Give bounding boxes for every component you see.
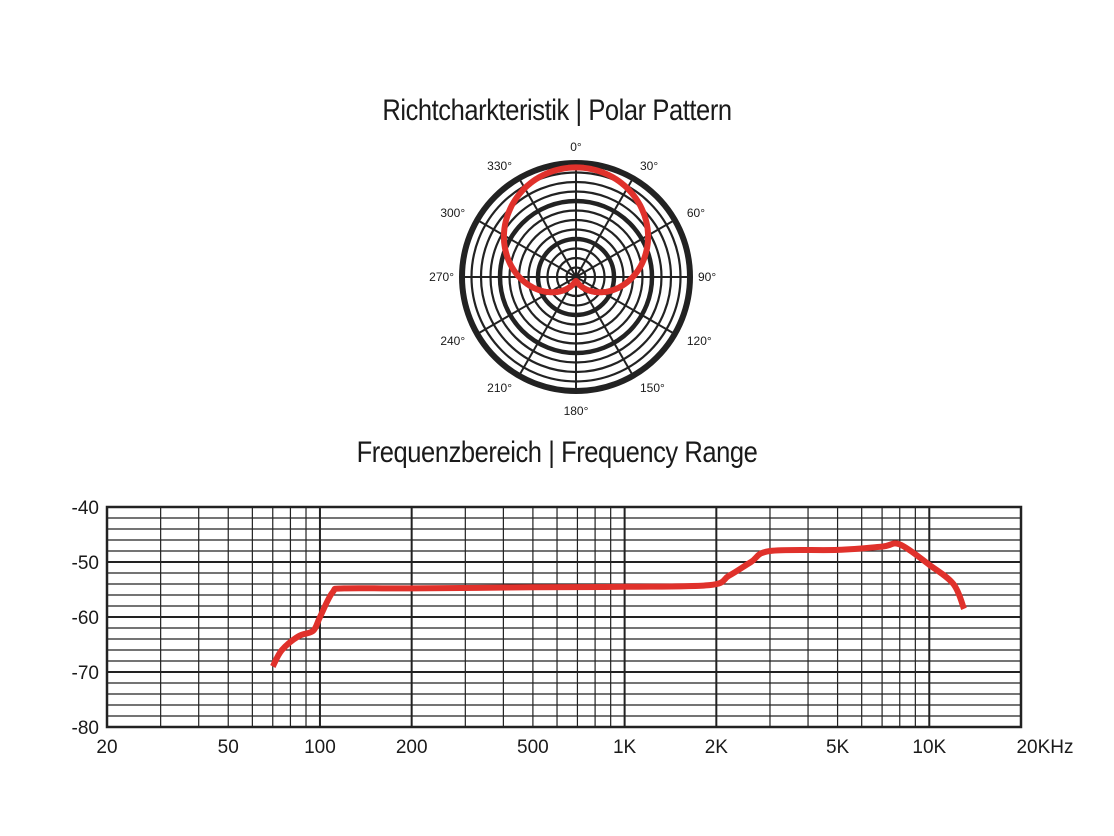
x-axis-label: 1K: [613, 737, 637, 758]
polar-angle-label: 60°: [687, 206, 705, 220]
y-axis-label: -80: [72, 718, 99, 739]
x-axis-label: 5K: [826, 737, 850, 758]
x-axis-label: 10K: [912, 737, 946, 758]
frequency-response-curve: [270, 540, 967, 668]
polar-grid: [459, 160, 693, 394]
polar-angle-label: 0°: [570, 140, 582, 154]
x-axis-label: 20: [96, 737, 117, 758]
x-axis-label: 200: [396, 737, 428, 758]
y-axis-label: -50: [72, 553, 99, 574]
polar-angle-label: 240°: [440, 334, 465, 348]
polar-angle-label: 210°: [487, 381, 512, 395]
polar-angle-label: 90°: [698, 270, 716, 284]
polar-angle-label: 330°: [487, 159, 512, 173]
polar-angle-label: 300°: [440, 206, 465, 220]
x-axis-label: 20KHz: [1016, 737, 1073, 758]
x-axis-label: 50: [218, 737, 239, 758]
frequency-chart-title: Frequenzbereich | Frequency Range: [356, 436, 758, 469]
polar-angle-label: 180°: [564, 404, 589, 418]
polar-chart-title: Richtcharkteristik | Polar Pattern: [382, 94, 732, 127]
polar-angle-label: 270°: [429, 270, 454, 284]
frequency-grid: [105, 505, 1023, 729]
y-axis-label: -70: [72, 663, 99, 684]
y-axis-label: -40: [72, 498, 99, 519]
polar-angle-label: 150°: [640, 381, 665, 395]
polar-response-curve: [500, 164, 652, 296]
x-axis-label: 500: [517, 737, 549, 758]
y-axis-label: -60: [72, 608, 99, 629]
polar-angle-label: 30°: [640, 159, 658, 173]
polar-angle-label: 120°: [687, 334, 712, 348]
x-axis-label: 100: [304, 737, 336, 758]
x-axis-label: 2K: [705, 737, 729, 758]
